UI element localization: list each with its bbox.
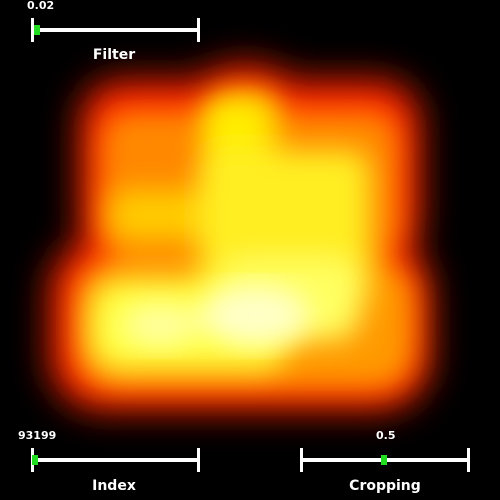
cropping-slider-end-cap — [467, 448, 470, 472]
render-core — [90, 100, 370, 370]
index-slider-track[interactable] — [31, 458, 200, 462]
cropping-slider-handle[interactable] — [381, 455, 387, 465]
filter-value: 0.02 — [27, 0, 55, 12]
index-slider-end-cap — [197, 448, 200, 472]
filter-slider-end-cap — [197, 18, 200, 42]
index-value: 93199 — [18, 429, 57, 442]
cropping-value: 0.5 — [376, 429, 396, 442]
filter-slider[interactable]: 0.02 Filter — [0, 0, 220, 63]
filter-slider-track[interactable] — [31, 28, 200, 32]
index-label: Index — [92, 478, 136, 494]
filter-label: Filter — [92, 47, 136, 63]
cropping-label: Cropping — [349, 478, 421, 494]
cropping-slider[interactable]: 0.5 Cropping — [290, 428, 490, 494]
index-slider-handle[interactable] — [32, 455, 38, 465]
index-slider[interactable]: 93199 Index — [0, 428, 220, 494]
filter-slider-handle[interactable] — [34, 25, 40, 35]
render-hotspot — [120, 285, 310, 347]
